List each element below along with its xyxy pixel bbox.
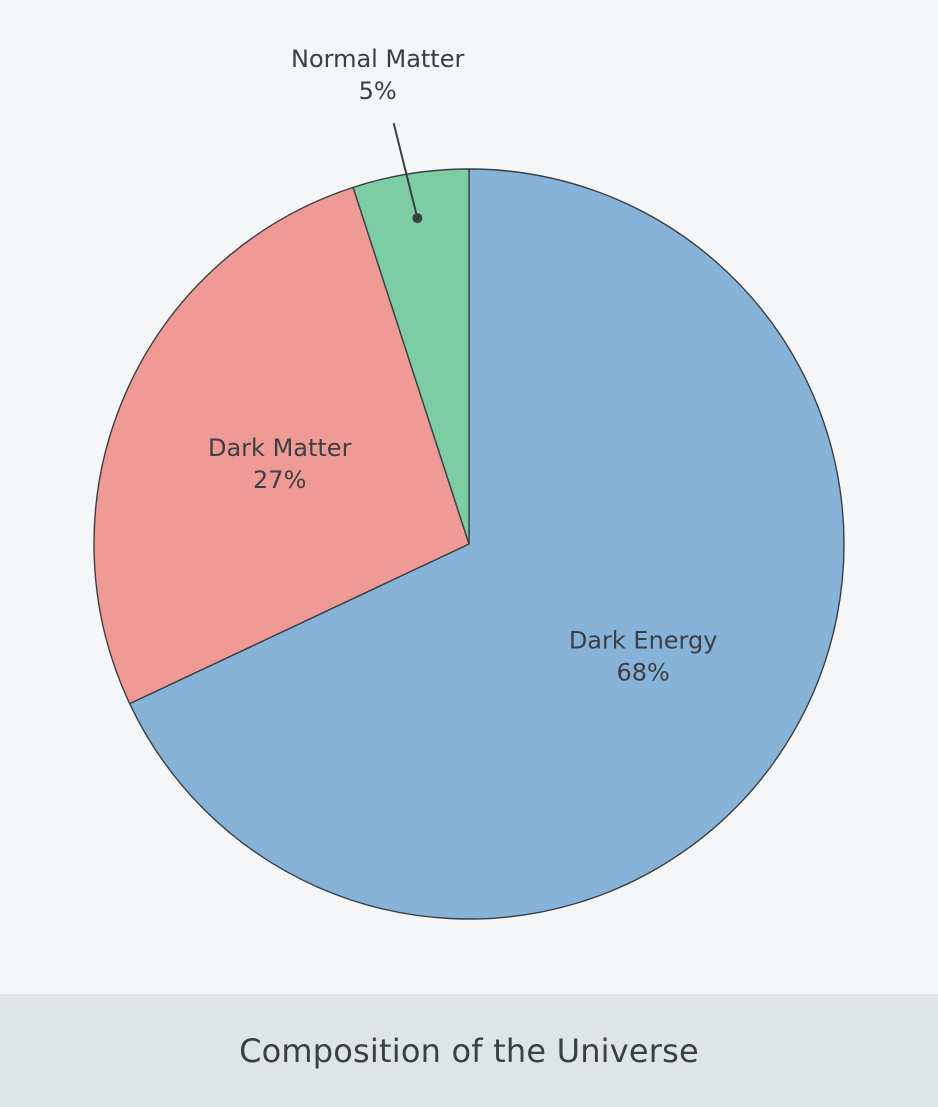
pie-slice-dark-energy <box>128 168 845 920</box>
pie-slice-normal-matter <box>352 168 470 545</box>
slice-value-normal-matter: 5% <box>359 77 397 105</box>
pie-slice-dark-matter <box>93 186 470 705</box>
slice-label-dark-energy: Dark Energy <box>569 627 718 655</box>
chart-area: Dark Energy 68% Dark Matter 27% Normal Matte… <box>93 45 845 920</box>
slice-label-dark-matter: Dark Matter <box>208 434 352 462</box>
leader-line-normal-matter <box>392 122 419 219</box>
slice-labels: Dark Energy 68% Dark Matter 27% Normal Matte… <box>208 45 717 686</box>
slice-value-dark-energy: 68% <box>616 659 669 687</box>
caption-bar: Composition of the Universe <box>0 994 938 1107</box>
pie-chart: Dark Energy 68% Dark Matter 27% Normal Matte… <box>93 45 845 920</box>
leader-lines <box>392 122 423 224</box>
leader-dot-normal-matter <box>412 213 423 224</box>
chart-caption: Composition of the Universe <box>239 1031 699 1070</box>
slice-label-normal-matter: Normal Matter <box>291 45 464 73</box>
pie-slices <box>93 168 845 920</box>
slice-value-dark-matter: 27% <box>253 466 306 494</box>
